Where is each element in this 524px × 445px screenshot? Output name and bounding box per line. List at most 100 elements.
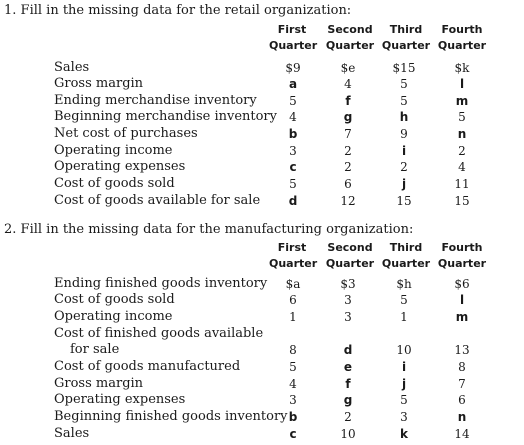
cell-value: 5 <box>400 77 408 91</box>
cell-value: 6 <box>458 393 466 407</box>
cell-value: 11 <box>454 177 470 191</box>
cell-value: 15 <box>396 194 412 208</box>
problem-1-heading: 1. Fill in the missing data for the reta… <box>4 3 351 18</box>
row-label: Net cost of purchases <box>54 126 198 141</box>
problem-2-number: 2. <box>4 222 17 237</box>
missing-value: e <box>343 360 353 374</box>
p1-header-col-4: Fourth Quarter <box>437 23 487 52</box>
p2-header-col-2: Second Quarter <box>325 241 375 270</box>
row-label: for sale <box>70 342 120 357</box>
cell-value: 5 <box>400 94 408 108</box>
cell-value: $e <box>340 61 356 75</box>
row-label: Gross margin <box>54 376 144 391</box>
row-label: Beginning finished goods inventory <box>54 409 288 424</box>
missing-value: m <box>455 310 469 324</box>
cell-value: 10 <box>396 343 412 357</box>
row-label: Beginning merchandise inventory <box>54 109 277 124</box>
row-label: Cost of goods available for sale <box>54 193 261 208</box>
missing-value: l <box>459 293 465 307</box>
cell-value: 4 <box>289 377 297 391</box>
cell-value: 14 <box>454 427 470 441</box>
missing-value: b <box>288 127 298 141</box>
cell-value: 3 <box>344 293 352 307</box>
missing-value: c <box>289 160 297 174</box>
missing-value: g <box>343 393 353 407</box>
missing-value: d <box>343 343 353 357</box>
cell-value: 1 <box>289 310 297 324</box>
cell-value: 4 <box>344 77 352 91</box>
cell-value: 5 <box>289 177 297 191</box>
cell-value: 9 <box>400 127 408 141</box>
cell-value: 3 <box>289 144 297 158</box>
cell-value: 5 <box>289 360 297 374</box>
row-label: Cost of goods sold <box>54 292 175 307</box>
cell-value: 2 <box>400 160 408 174</box>
missing-value: j <box>401 377 407 391</box>
cell-value: 12 <box>340 194 356 208</box>
missing-value: a <box>288 77 298 91</box>
p2-header-col-4: Fourth Quarter <box>437 241 487 270</box>
missing-value: f <box>345 94 351 108</box>
missing-value: f <box>345 377 351 391</box>
missing-value: c <box>289 427 297 441</box>
cell-value: $k <box>454 61 470 75</box>
row-label: Cost of goods manufactured <box>54 359 241 374</box>
cell-value: $9 <box>285 61 301 75</box>
cell-value: 6 <box>344 177 352 191</box>
cell-value: 7 <box>458 377 466 391</box>
cell-value: 3 <box>289 393 297 407</box>
row-label: Operating income <box>54 143 173 158</box>
missing-value: i <box>401 144 407 158</box>
problem-2-heading: 2. Fill in the missing data for the manu… <box>4 222 413 237</box>
row-label: Operating expenses <box>54 159 186 174</box>
cell-value: 2 <box>458 144 466 158</box>
row-label: Cost of goods sold <box>54 176 175 191</box>
cell-value: 8 <box>289 343 297 357</box>
cell-value: 2 <box>344 144 352 158</box>
cell-value: 7 <box>344 127 352 141</box>
missing-value: l <box>459 77 465 91</box>
cell-value: 13 <box>454 343 470 357</box>
cell-value: 1 <box>400 310 408 324</box>
missing-value: m <box>455 94 469 108</box>
problem-1-prompt: Fill in the missing data for the retail … <box>20 3 352 18</box>
cell-value: 6 <box>289 293 297 307</box>
p1-header-col-2: Second Quarter <box>325 23 375 52</box>
cell-value: $3 <box>340 277 356 291</box>
cell-value: 5 <box>400 293 408 307</box>
row-label: Operating income <box>54 309 173 324</box>
missing-value: j <box>401 177 407 191</box>
cell-value: $15 <box>392 61 416 75</box>
cell-value: 2 <box>344 160 352 174</box>
cell-value: $6 <box>454 277 470 291</box>
missing-value: i <box>401 360 407 374</box>
row-label: Gross margin <box>54 76 144 91</box>
problem-2-prompt: Fill in the missing data for the manufac… <box>20 222 414 237</box>
cell-value: 5 <box>458 110 466 124</box>
cell-value: 5 <box>289 94 297 108</box>
missing-value: g <box>343 110 353 124</box>
cell-value: $a <box>285 277 301 291</box>
cell-value: 4 <box>458 160 466 174</box>
p1-header-col-3: Third Quarter <box>381 23 431 52</box>
cell-value: 10 <box>340 427 356 441</box>
cell-value: 3 <box>344 310 352 324</box>
missing-value: n <box>457 127 467 141</box>
row-label: Ending finished goods inventory <box>54 276 268 291</box>
missing-value: b <box>288 410 298 424</box>
p2-header-col-3: Third Quarter <box>381 241 431 270</box>
missing-value: d <box>288 194 298 208</box>
cell-value: 3 <box>400 410 408 424</box>
cell-value: 2 <box>344 410 352 424</box>
p2-header-col-1: First Quarter <box>269 241 318 270</box>
row-label: Operating expenses <box>54 392 186 407</box>
cell-value: 4 <box>289 110 297 124</box>
cell-value: 8 <box>458 360 466 374</box>
row-label: Sales <box>54 60 90 75</box>
missing-value: h <box>399 110 409 124</box>
row-label: Cost of finished goods available <box>54 326 264 341</box>
p1-header-col-1: First Quarter <box>269 23 318 52</box>
cell-value: 5 <box>400 393 408 407</box>
row-label: Ending merchandise inventory <box>54 93 257 108</box>
row-label: Sales <box>54 426 90 441</box>
